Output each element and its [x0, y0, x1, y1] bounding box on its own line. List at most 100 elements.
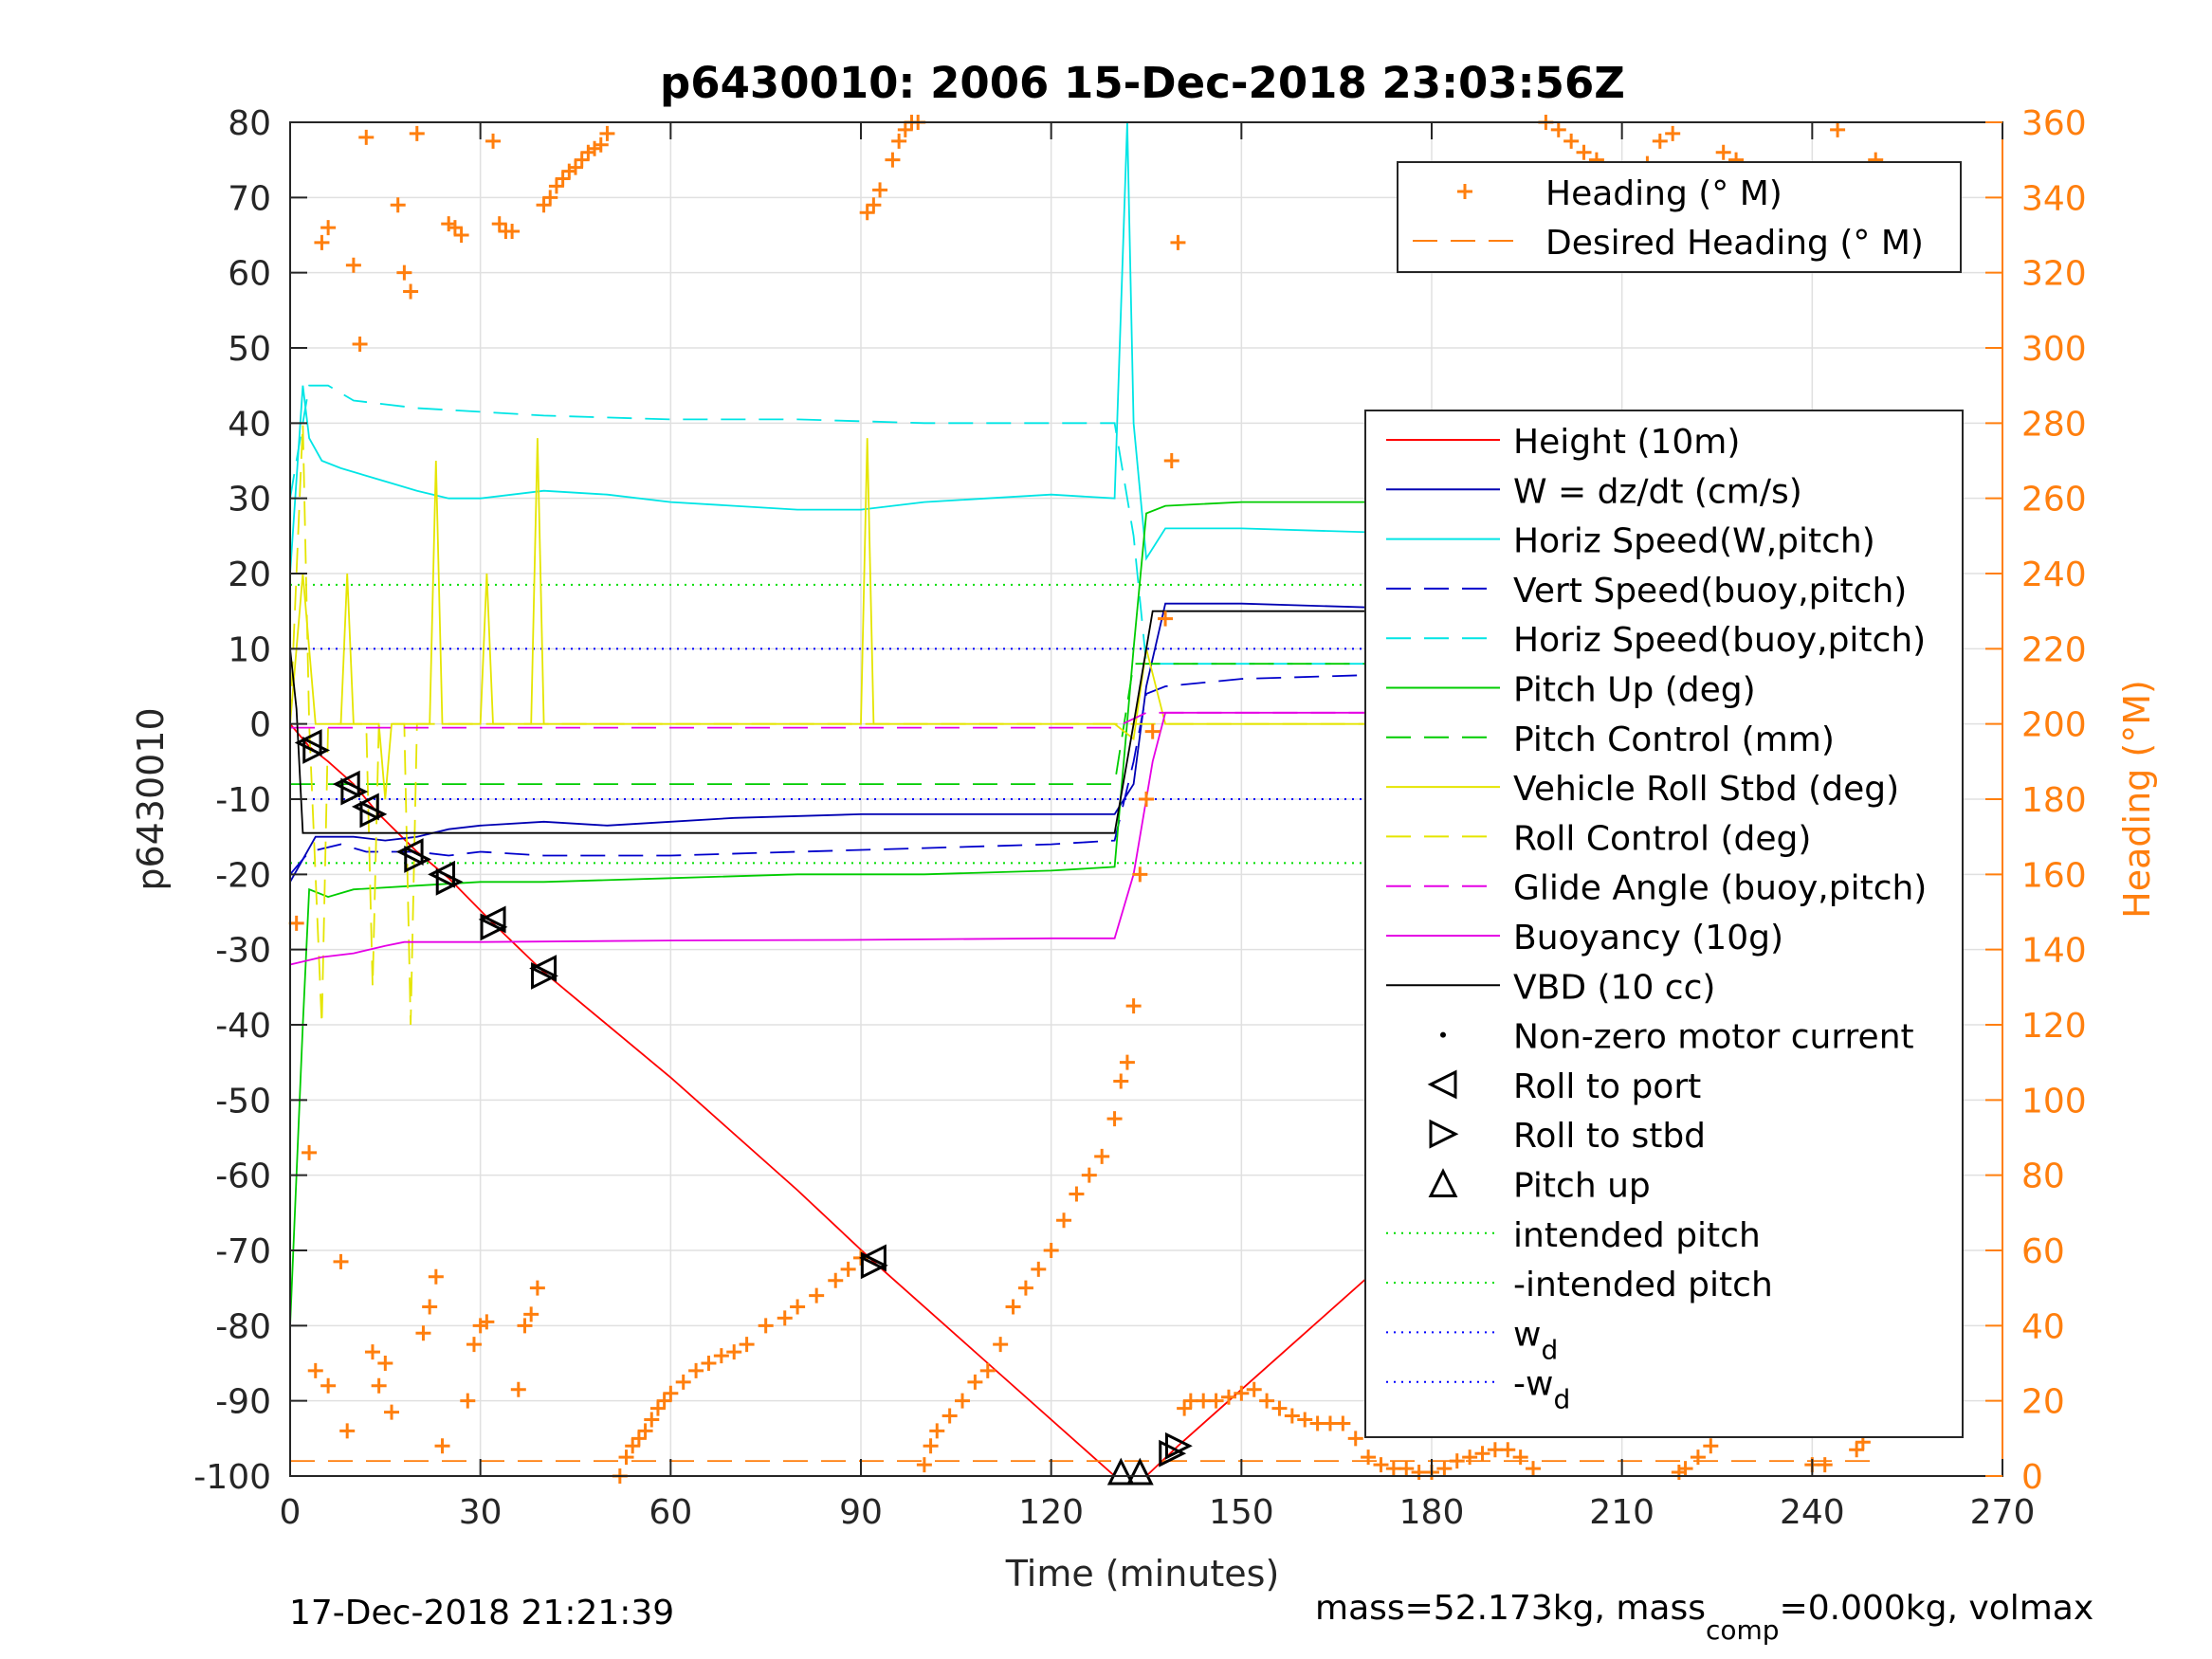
heading-point — [314, 234, 330, 250]
x-tick-label: 150 — [1209, 1493, 1274, 1532]
legend-label-text: -intended pitch — [1513, 1266, 1773, 1304]
y2-tick-label: 40 — [2021, 1307, 2065, 1346]
roll-stbd-marker — [302, 737, 331, 764]
roll-stbd-marker — [340, 777, 369, 806]
heading-point — [1487, 1442, 1503, 1458]
heading-point — [1526, 1461, 1542, 1477]
y-tick-label: -20 — [215, 856, 271, 895]
legend-item: Vert Speed(buoy,pitch) — [1386, 572, 1907, 611]
y-tick-label: 80 — [228, 104, 271, 143]
y-tick-label: 30 — [228, 481, 271, 520]
y-tick-label: -50 — [215, 1082, 271, 1121]
legend-item: VBD (10 cc) — [1386, 968, 1715, 1007]
heading-point — [1069, 1186, 1085, 1202]
roll-stbd-marker — [531, 962, 558, 990]
legend-label: Non-zero motor current — [1513, 1018, 1914, 1057]
legend-label-text: Horiz Speed(W,pitch) — [1513, 522, 1875, 561]
heading-point — [1139, 792, 1154, 807]
legend-label-text: Buoyancy (10g) — [1513, 919, 1783, 957]
heading-point — [1031, 1261, 1047, 1277]
legend-label: -wd — [1513, 1365, 1570, 1415]
heading-point — [916, 1457, 932, 1473]
roll-port-marker — [395, 838, 424, 866]
y2-axis-label: Heading (°M) — [2116, 680, 2158, 919]
heading-point — [1208, 1393, 1224, 1409]
heading-point — [1284, 1408, 1300, 1424]
heading-point — [302, 1144, 318, 1160]
legend-label: Horiz Speed(buoy,pitch) — [1513, 621, 1926, 660]
legend-item: Horiz Speed(buoy,pitch) — [1386, 621, 1926, 660]
heading-point — [726, 1344, 742, 1360]
heading-point — [345, 257, 361, 273]
heading-point — [1113, 1073, 1129, 1089]
heading-point — [758, 1318, 774, 1334]
heading-point — [1182, 1393, 1198, 1409]
roll-port-marker — [478, 905, 506, 934]
heading-point — [288, 915, 304, 931]
y2-tick-label: 0 — [2021, 1458, 2043, 1497]
legend-label: Pitch Up (deg) — [1513, 671, 1756, 710]
heading-point — [1246, 1381, 1262, 1397]
heading-point — [1830, 121, 1846, 137]
y-axis-label: p6430010 — [130, 707, 172, 890]
heading-point — [1125, 998, 1142, 1014]
legend-label: Roll Control (deg) — [1513, 819, 1811, 858]
heading-point — [403, 283, 419, 300]
heading-point — [523, 1306, 539, 1322]
legend-heading-box — [1397, 161, 1962, 273]
roll-port-marker — [859, 1244, 887, 1272]
legend-label-text: Vert Speed(buoy,pitch) — [1513, 572, 1907, 611]
legend-label-text: -w — [1513, 1365, 1553, 1404]
y2-tick-label: 300 — [2021, 330, 2087, 369]
legend-heading-label: Heading (° M) — [1545, 174, 1782, 213]
heading-point — [1144, 723, 1161, 739]
y-tick-label: -30 — [215, 932, 271, 971]
y2-tick-label: 220 — [2021, 630, 2087, 669]
heading-point — [409, 125, 425, 141]
y-tick-label: 40 — [228, 405, 271, 444]
heading-point — [891, 133, 907, 149]
legend-heading-item: Heading (° M) — [1457, 174, 1782, 213]
y2-tick-label: 120 — [2021, 1007, 2087, 1046]
pitch-up-marker — [1106, 1457, 1135, 1486]
legend-swatch — [1427, 1069, 1457, 1100]
roll-port-marker — [351, 793, 379, 821]
heading-point — [1106, 1111, 1123, 1127]
heading-point — [663, 1385, 679, 1401]
roll-stbd-marker — [435, 867, 464, 896]
legend-label: -intended pitch — [1513, 1266, 1773, 1304]
heading-point — [866, 197, 882, 213]
heading-point — [510, 1381, 526, 1397]
heading-point — [872, 182, 888, 198]
legend-label-text: Roll Control (deg) — [1513, 819, 1811, 858]
heading-point — [428, 1268, 444, 1285]
heading-point — [1411, 1465, 1427, 1481]
legend-label-text: VBD (10 cc) — [1513, 968, 1715, 1007]
x-tick-label: 0 — [280, 1493, 302, 1532]
legend-item: Pitch Up (deg) — [1386, 671, 1756, 710]
heading-point — [415, 1325, 431, 1341]
footer-mass: mass=52.173kg, masscomp=0.000kg, volmax — [1315, 1589, 2093, 1646]
pitch-up-marker — [1125, 1457, 1154, 1486]
heading-point — [1576, 144, 1592, 160]
heading-point — [1436, 1461, 1453, 1477]
legend-main-box — [1364, 410, 1964, 1438]
heading-point — [1512, 1449, 1528, 1466]
roll-port-marker — [294, 729, 322, 757]
legend-label-text: Glide Angle (buoy,pitch) — [1513, 869, 1927, 908]
heading-point — [637, 1423, 653, 1439]
heading-point — [529, 1280, 545, 1296]
legend-item: Horiz Speed(W,pitch) — [1386, 522, 1875, 561]
legend-item: Non-zero motor current — [1440, 1018, 1914, 1057]
heading-point — [1398, 1461, 1415, 1477]
heading-point — [1297, 1412, 1313, 1428]
heading-point — [688, 1362, 704, 1378]
y2-axis-ticks: 0 20 40 60 80 100 120 140 160 180 200 220 240 260 280 3… — [1985, 104, 2087, 1497]
heading-point — [1715, 144, 1731, 160]
heading-point — [1220, 1389, 1236, 1405]
heading-point — [1170, 234, 1186, 250]
x-axis-label: Time (minutes) — [1005, 1553, 1280, 1595]
legend-label-text: Pitch Control (mm) — [1513, 720, 1835, 759]
y2-tick-label: 240 — [2021, 556, 2087, 594]
legend-item: -intended pitch — [1386, 1266, 1773, 1304]
